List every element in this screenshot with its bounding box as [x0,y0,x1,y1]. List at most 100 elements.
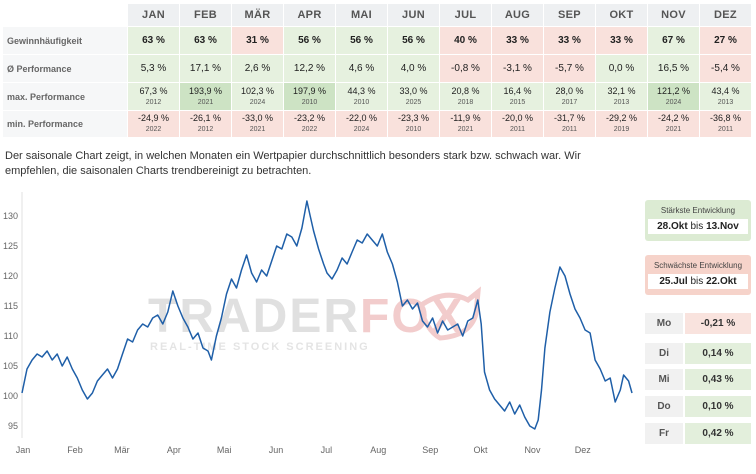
weekday-label: Mi [645,369,683,390]
cell-value: 20,8 % [451,85,480,96]
table-cell: 67 % [648,27,699,54]
month-header-2: MÄR [232,4,283,26]
month-header-11: DEZ [700,4,751,26]
watermark-brand-main: TRADER [148,290,360,343]
weakest-joiner: bis [690,276,704,287]
weekday-row-di: Di 0,14 % [645,343,751,364]
table-cell: 4,0 % [388,55,439,82]
weekday-label: Di [645,343,683,364]
cell-value: 33 % [558,34,581,46]
weekday-label: Mo [645,313,683,334]
fox-logo-icon [417,286,482,341]
row-separator-row [3,82,751,83]
cell-value: 67 % [662,34,685,46]
y-tick-label: 100 [3,391,18,401]
cell-value: 40 % [454,34,477,46]
cell-year: 2018 [457,98,474,106]
x-tick-label: Mär [114,445,130,455]
cell-value: -24,9 % [137,113,170,123]
cell-value: 33,0 % [399,85,428,96]
cell-year: 2011 [561,126,578,133]
table-cell: 193,9 % 2021 [180,83,231,110]
weakest-from: 25.Jul [659,276,688,287]
table-cell: 27 % [700,27,751,54]
cell-value: 33 % [506,34,529,46]
x-tick-label: Mai [217,445,232,455]
month-header-6: JUL [440,4,491,26]
weekday-value: 0,10 % [685,396,751,417]
cell-value: -0,8 % [451,62,480,74]
cell-year: 2013 [717,98,734,106]
cell-year: 2024 [665,98,682,106]
cell-value: -23,2 % [293,113,326,123]
cell-value: -3,1 % [503,62,532,74]
cell-value: 56 % [350,34,373,46]
y-tick-label: 110 [4,331,18,341]
cell-year: 2010 [301,98,318,106]
cell-value: 102,3 % [240,85,275,96]
month-header-10: NOV [648,4,699,26]
row-separator-row [3,110,751,111]
cell-value: 31 % [246,34,269,46]
cell-value: -5,7 % [555,62,584,74]
watermark-brand-accent: FOX [360,290,465,343]
table-cell: -33,0 % 2021 [232,111,283,137]
table-cell: -26,1 % 2012 [180,111,231,137]
cell-year: 2021 [457,126,474,133]
weekday-value: -0,21 % [685,313,751,334]
row-separator [3,110,751,111]
cell-value: 43,4 % [711,85,740,96]
y-tick-label: 105 [3,361,18,371]
x-tick-label: Okt [473,445,488,455]
month-header-8: SEP [544,4,595,26]
table-cell: -3,1 % [492,55,543,82]
row-label: Ø Performance [3,55,127,82]
cell-value: 121,2 % [656,85,691,96]
table-row: Gewinnhäufigkeit 63 % 63 % 31 % 56 % 56 % 56 %… [3,27,751,54]
month-header-5: JUN [388,4,439,26]
x-tick-label: Aug [370,445,386,455]
table-cell: 2,6 % [232,55,283,82]
cell-value: 4,6 % [348,62,375,74]
table-cell: 33 % [544,27,595,54]
table-cell: 121,2 % 2024 [648,83,699,110]
x-tick-label: Nov [524,445,541,455]
cell-value: -26,1 % [189,113,222,123]
cell-year: 2022 [301,126,318,133]
table-cell: -20,0 % 2011 [492,111,543,137]
x-tick-label: Jun [269,445,284,455]
cell-year: 2012 [197,126,214,133]
cell-year: 2011 [717,126,734,133]
cell-year: 2021 [249,126,266,133]
y-tick-label: 120 [3,271,18,281]
weekday-label: Fr [645,423,683,444]
cell-value: 33 % [610,34,633,46]
weekday-row-fr: Fr 0,42 % [645,423,751,444]
strongest-joiner: bis [690,221,704,232]
table-cell: 33 % [596,27,647,54]
weekday-value: 0,14 % [685,343,751,364]
table-cell: 102,3 % 2024 [232,83,283,110]
row-label: max. Performance [3,83,127,110]
strongest-period-title: Stärkste Entwicklung [660,206,736,215]
table-cell: 56 % [284,27,335,54]
table-cell: 5,3 % [128,55,179,82]
strongest-period-range: 28.Okt bis 13.Nov [648,219,748,234]
cell-year: 2022 [145,126,162,133]
x-axis: Jan Feb Mär Apr Mai Jun Jul Aug Sep Okt Nov Dez [16,445,591,455]
cell-value: 56 % [402,34,425,46]
table-cell: 31 % [232,27,283,54]
table-row: min. Performance -24,9 % 2022 -26,1 % 2012 -3… [3,111,751,137]
table-cell: 20,8 % 2018 [440,83,491,110]
table-cell: -24,9 % 2022 [128,111,179,137]
y-tick-label: 115 [4,301,18,311]
weakest-period-title: Schwächste Entwicklung [653,261,743,270]
cell-value: 28,0 % [555,85,584,96]
table-cell: -23,3 % 2010 [388,111,439,137]
cell-year: 2019 [613,126,630,133]
cell-value: -36,8 % [709,113,742,123]
month-header-4: MAI [336,4,387,26]
cell-value: 32,1 % [607,85,636,96]
table-cell: 16,5 % [648,55,699,82]
x-tick-label: Jul [321,445,333,455]
